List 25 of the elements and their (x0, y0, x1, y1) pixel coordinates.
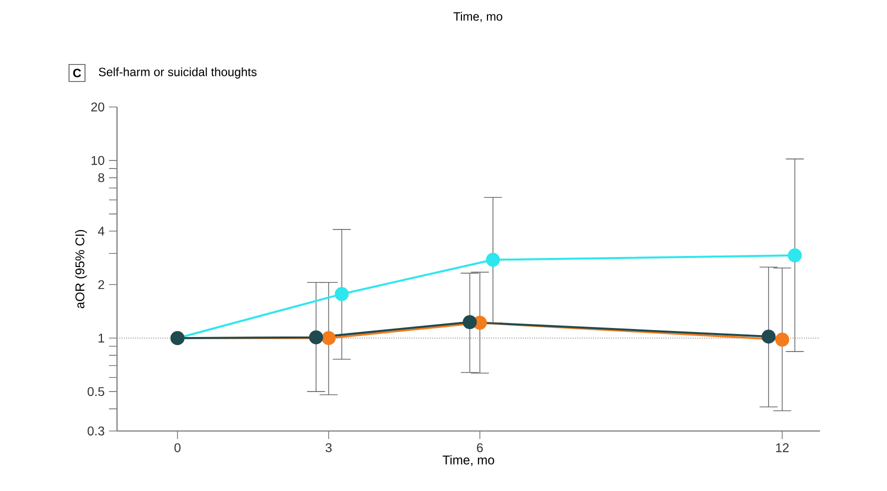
point (762, 330, 776, 344)
y-tick-label: 10 (92, 156, 104, 165)
point (775, 332, 790, 347)
y-axis-title: aOR (95% CI) (75, 230, 87, 308)
y-tick-label: 4 (98, 226, 104, 236)
x-tick-label: 6 (476, 443, 483, 452)
text: Time, mo (454, 12, 502, 22)
point (309, 330, 324, 344)
point (788, 248, 802, 262)
y-tick-label: 20 (91, 102, 104, 112)
y-tick-label: 2 (98, 280, 104, 290)
y-tick-label: 8 (98, 173, 104, 182)
y-tick-label: 0.5 (88, 387, 104, 396)
y-tick-label: 0.3 (88, 426, 104, 436)
x-tick-label: 12 (776, 443, 789, 452)
x-tick-label: 3 (326, 443, 332, 452)
y-tick-label: 1 (98, 334, 104, 342)
x-axis-title: Time, mo (442, 455, 494, 466)
x-tick-label: 0 (174, 443, 181, 452)
point (462, 315, 477, 330)
point (322, 331, 336, 346)
point (334, 287, 349, 302)
point (486, 252, 500, 267)
text: C (73, 68, 82, 78)
chart-title: Self-harm or suicidal thoughts (98, 67, 257, 79)
